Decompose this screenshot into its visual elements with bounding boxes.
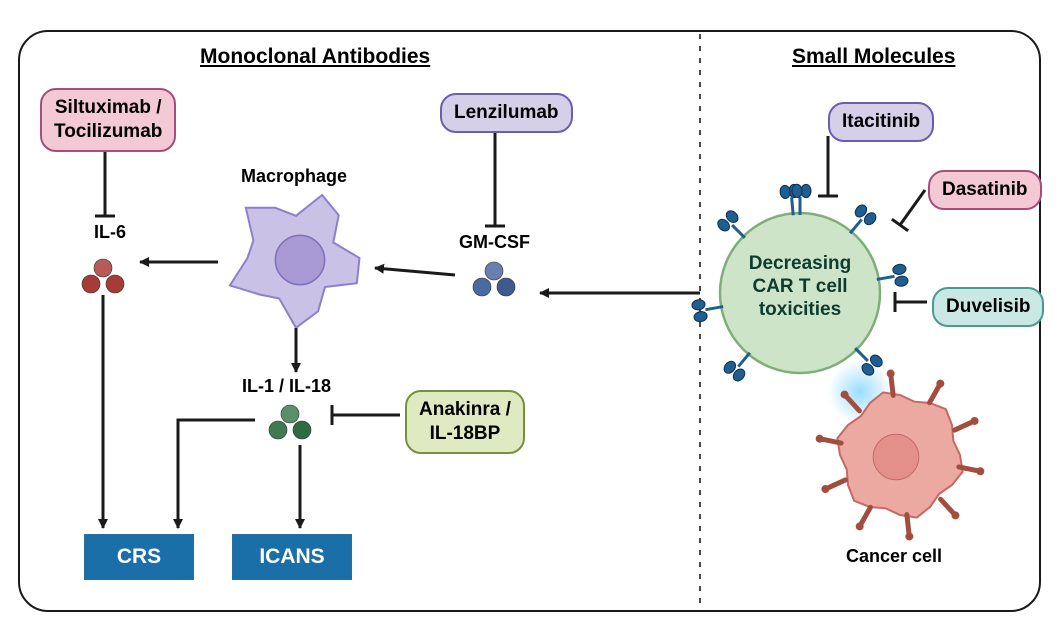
drug-siltuximab-tocilizumab: Siltuximab /Tocilizumab [40, 88, 176, 152]
drug-anakinra-il18bp: Anakinra /IL-18BP [405, 390, 525, 454]
il6-cytokines [82, 259, 124, 293]
cancer-cell [816, 370, 985, 541]
drug-duvelisib: Duvelisib [932, 287, 1044, 327]
drug-label: Dasatinib [942, 179, 1028, 200]
il1-il18-label: IL-1 / IL-18 [242, 376, 331, 397]
car-t-cell-label: Decreasing CAR T cell toxicities [730, 253, 870, 321]
dasatinib-inhibit [900, 190, 925, 225]
outcome-crs: CRS [84, 534, 194, 580]
gmcsf-to-macrophage [375, 268, 455, 275]
drug-dasatinib: Dasatinib [928, 170, 1042, 210]
gmcsf-label: GM-CSF [459, 232, 530, 253]
il1-cytokines [269, 405, 311, 439]
drug-label: Itacitinib [842, 111, 920, 132]
cancer-cell-label: Cancer cell [846, 546, 942, 567]
il6-label: IL-6 [94, 222, 126, 243]
il1-to-crs [178, 420, 255, 528]
diagram-canvas: Monoclonal Antibodies Small Molecules Si… [0, 0, 1059, 631]
drug-lenzilumab: Lenzilumab [440, 93, 573, 133]
section-title-mabs: Monoclonal Antibodies [200, 45, 430, 69]
drug-itacitinib: Itacitinib [828, 102, 934, 142]
section-title-small-molecules: Small Molecules [792, 45, 955, 69]
drug-label: Siltuximab /Tocilizumab [54, 97, 162, 142]
macrophage-cell [230, 195, 360, 328]
macrophage-label: Macrophage [241, 166, 347, 187]
drug-label: Duvelisib [946, 296, 1030, 317]
gmcsf-cytokines [473, 262, 515, 296]
drug-label: Lenzilumab [454, 102, 559, 123]
outcome-icans: ICANS [232, 534, 352, 580]
drug-label: Anakinra /IL-18BP [419, 399, 511, 444]
